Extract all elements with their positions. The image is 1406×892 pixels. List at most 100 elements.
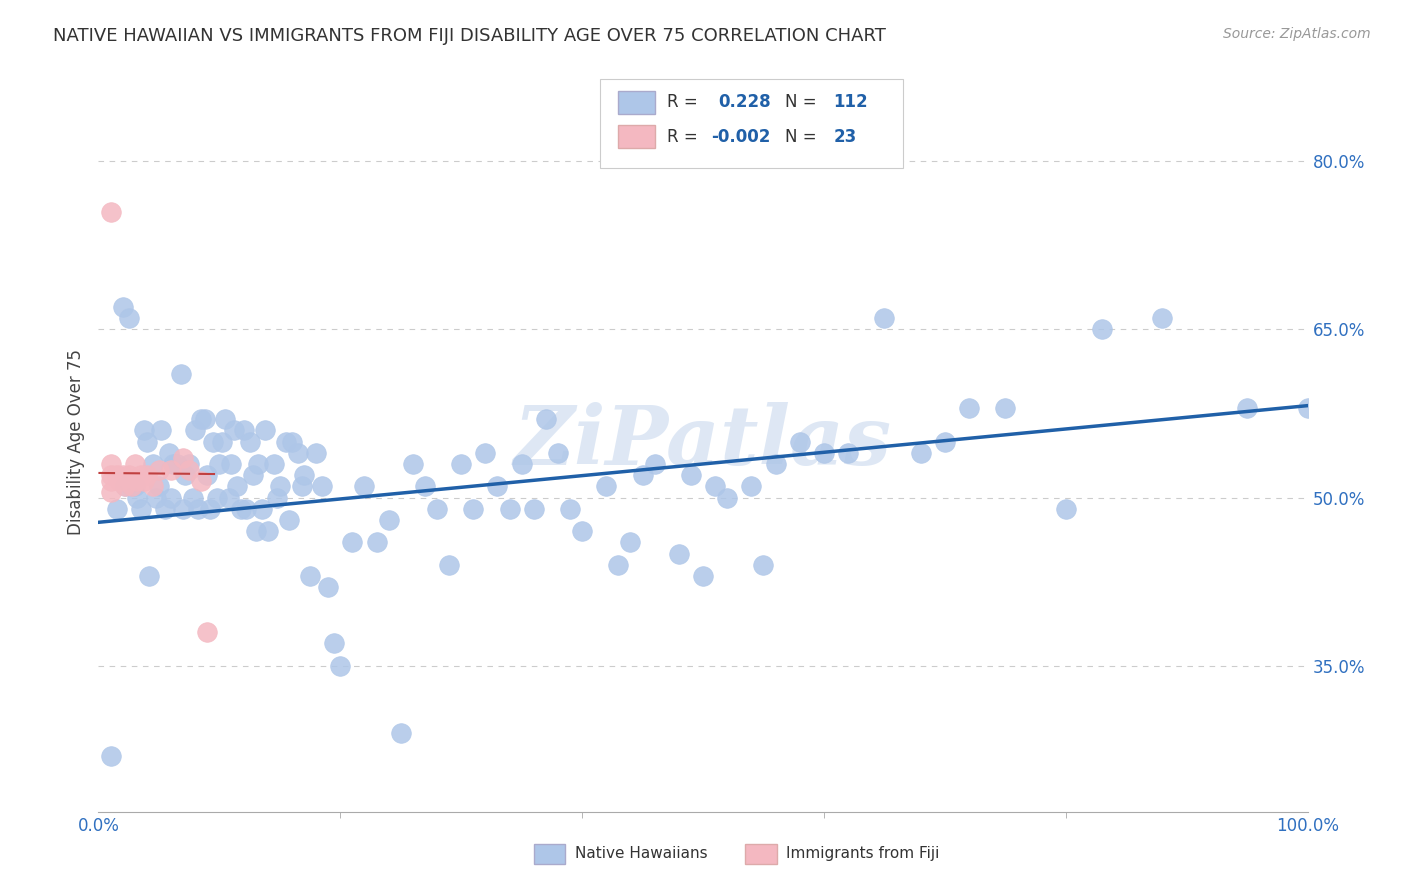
Point bbox=[184, 423, 207, 437]
Point bbox=[242, 468, 264, 483]
Point bbox=[108, 474, 131, 488]
Point bbox=[256, 524, 278, 539]
Point bbox=[187, 501, 209, 516]
Point bbox=[716, 491, 738, 505]
Point bbox=[169, 368, 191, 382]
Point bbox=[205, 491, 228, 505]
Point bbox=[523, 501, 546, 516]
Point bbox=[134, 423, 156, 437]
Point bbox=[1152, 311, 1174, 326]
Point bbox=[190, 474, 212, 488]
Point bbox=[181, 491, 204, 505]
Point bbox=[160, 462, 183, 476]
Point bbox=[222, 423, 245, 437]
Point bbox=[704, 479, 727, 493]
Point bbox=[571, 524, 593, 539]
Point bbox=[437, 558, 460, 572]
Point bbox=[342, 535, 364, 549]
FancyBboxPatch shape bbox=[619, 126, 655, 147]
Point bbox=[100, 474, 122, 488]
Point bbox=[100, 468, 122, 483]
Point bbox=[316, 580, 339, 594]
Point bbox=[153, 501, 176, 516]
Point bbox=[118, 468, 141, 483]
Point bbox=[208, 457, 231, 471]
Point bbox=[873, 311, 896, 326]
Point bbox=[174, 468, 197, 483]
Point bbox=[100, 485, 122, 500]
Text: ZiPatlas: ZiPatlas bbox=[515, 401, 891, 482]
Point bbox=[668, 547, 690, 561]
Point bbox=[595, 479, 617, 493]
Point bbox=[263, 457, 285, 471]
Point bbox=[232, 423, 254, 437]
Text: R =: R = bbox=[666, 94, 697, 112]
Point bbox=[172, 451, 194, 466]
Point bbox=[254, 423, 277, 437]
Point bbox=[813, 446, 835, 460]
Point bbox=[305, 446, 328, 460]
Text: N =: N = bbox=[785, 128, 817, 145]
Point bbox=[679, 468, 702, 483]
Point bbox=[450, 457, 472, 471]
Point bbox=[463, 501, 485, 516]
Text: 23: 23 bbox=[834, 128, 856, 145]
Point bbox=[142, 457, 165, 471]
Point bbox=[910, 446, 932, 460]
Text: N =: N = bbox=[785, 94, 817, 112]
Point bbox=[1236, 401, 1258, 415]
Point bbox=[226, 479, 249, 493]
Text: Native Hawaiians: Native Hawaiians bbox=[575, 847, 707, 862]
Point bbox=[765, 457, 787, 471]
Point bbox=[157, 446, 180, 460]
Point bbox=[619, 535, 641, 549]
Point bbox=[138, 569, 160, 583]
Point bbox=[389, 726, 412, 740]
Point bbox=[172, 501, 194, 516]
Point bbox=[148, 462, 170, 476]
Point bbox=[281, 434, 304, 449]
Point bbox=[150, 423, 173, 437]
Point bbox=[266, 491, 288, 505]
Point bbox=[692, 569, 714, 583]
Point bbox=[221, 457, 243, 471]
Point bbox=[179, 462, 201, 476]
Point bbox=[239, 434, 262, 449]
Point bbox=[323, 636, 346, 650]
Point bbox=[752, 558, 775, 572]
Point bbox=[631, 468, 654, 483]
Point bbox=[218, 491, 240, 505]
Point bbox=[214, 412, 236, 426]
FancyBboxPatch shape bbox=[745, 845, 776, 863]
Point bbox=[114, 479, 136, 493]
Point bbox=[377, 513, 399, 527]
Point bbox=[474, 446, 496, 460]
FancyBboxPatch shape bbox=[600, 78, 903, 168]
Point bbox=[1091, 322, 1114, 336]
Point bbox=[100, 748, 122, 763]
Point bbox=[247, 457, 270, 471]
Point bbox=[292, 468, 315, 483]
Point bbox=[290, 479, 312, 493]
Point bbox=[311, 479, 333, 493]
Point bbox=[1296, 401, 1319, 415]
Point bbox=[100, 457, 122, 471]
Point bbox=[198, 501, 221, 516]
Point bbox=[299, 569, 322, 583]
Point bbox=[195, 468, 218, 483]
Point bbox=[413, 479, 436, 493]
Point bbox=[111, 468, 134, 483]
Point bbox=[229, 501, 252, 516]
Point bbox=[100, 204, 122, 219]
Point bbox=[510, 457, 533, 471]
Point bbox=[486, 479, 509, 493]
Text: -0.002: -0.002 bbox=[711, 128, 770, 145]
FancyBboxPatch shape bbox=[534, 845, 565, 863]
Point bbox=[366, 535, 388, 549]
Point bbox=[245, 524, 267, 539]
Text: 112: 112 bbox=[834, 94, 869, 112]
Point bbox=[202, 434, 225, 449]
Point bbox=[145, 491, 167, 505]
Text: R =: R = bbox=[666, 128, 697, 145]
Y-axis label: Disability Age Over 75: Disability Age Over 75 bbox=[66, 349, 84, 534]
